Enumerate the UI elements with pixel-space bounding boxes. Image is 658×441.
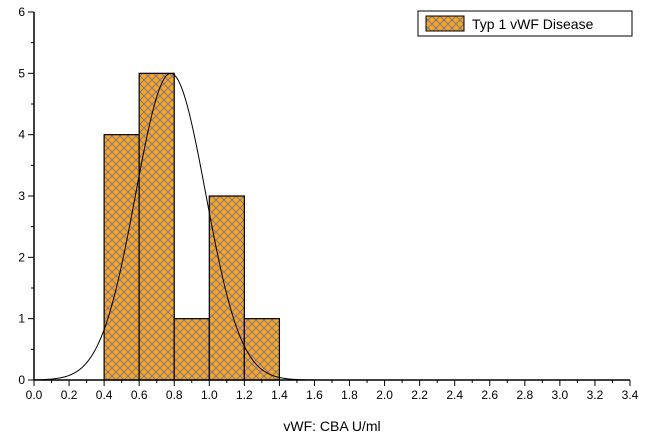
bars-layer: [103, 72, 281, 381]
y-tick-label: 1: [18, 312, 25, 326]
curve-layer: [33, 72, 315, 381]
x-tick-label: 0.4: [96, 388, 113, 402]
x-tick-label: 2.4: [446, 388, 463, 402]
y-tick-label: 2: [18, 250, 25, 264]
x-tick-label: 3.4: [622, 388, 639, 402]
histogram-bar: [138, 72, 175, 381]
y-tick-label: 4: [18, 128, 25, 142]
y-tick-label: 3: [18, 189, 25, 203]
x-tick-label: 3.2: [587, 388, 604, 402]
x-tick-label: 0.2: [61, 388, 78, 402]
x-tick-label: 1.2: [236, 388, 253, 402]
x-tick-label: 0.8: [166, 388, 183, 402]
histogram-bar: [173, 318, 210, 381]
x-tick-label: 0.0: [26, 388, 43, 402]
x-tick-label: 3.0: [552, 388, 569, 402]
axes-layer: [28, 11, 631, 386]
x-tick-label: 0.6: [131, 388, 148, 402]
legend-swatch: [425, 15, 465, 32]
y-tick-label: 5: [18, 66, 25, 80]
x-tick-label: 2.8: [516, 388, 533, 402]
x-tick-label: 1.8: [341, 388, 358, 402]
labels-layer: 0.0 0.2 0.4 0.6 0.8 1.0 1.2 1.4 1.6 1.8 2.0 2.2 2.4 2…: [18, 5, 638, 402]
histogram-bar: [243, 318, 281, 381]
y-tick-label: 0: [18, 373, 25, 387]
histogram-bar: [208, 195, 245, 381]
x-tick-label: 1.4: [271, 388, 288, 402]
histogram-bar: [103, 134, 140, 381]
legend: Typ 1 vWF Disease: [417, 10, 633, 37]
normal-fit-curve: [33, 72, 315, 381]
x-tick-label: 2.6: [481, 388, 498, 402]
x-tick-label: 1.0: [201, 388, 218, 402]
x-tick-label: 2.0: [376, 388, 393, 402]
x-tick-label: 1.6: [306, 388, 323, 402]
x-axis-title: vWF: CBA U/ml: [283, 418, 380, 434]
y-tick-label: 6: [18, 5, 25, 19]
x-tick-label: 2.2: [411, 388, 428, 402]
legend-label: Typ 1 vWF Disease: [472, 16, 594, 32]
